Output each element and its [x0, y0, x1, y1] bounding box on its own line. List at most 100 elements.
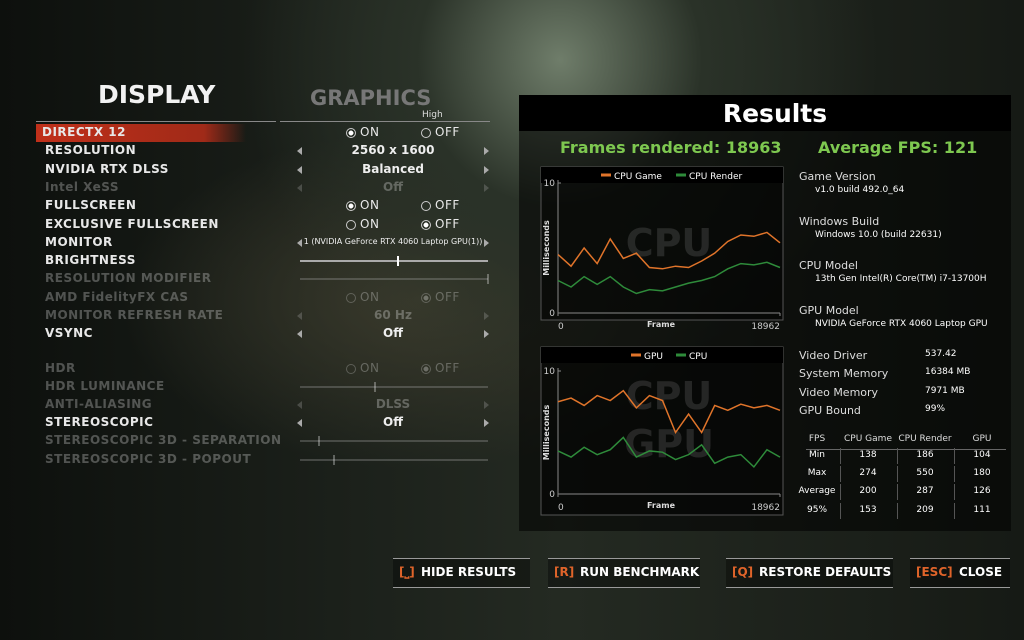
legend-label: GPU	[644, 352, 663, 362]
setting-value[interactable]: Balanced	[362, 161, 424, 176]
arrow-right[interactable]	[484, 165, 489, 174]
x-tick-label: 18962	[751, 322, 780, 332]
info-value: Windows 10.0 (build 22631)	[815, 229, 942, 240]
setting-value[interactable]: Off	[383, 326, 403, 341]
results-title: Results	[722, 99, 828, 128]
radio-button[interactable]	[421, 219, 431, 230]
legend-label: CPU Game	[614, 172, 662, 182]
radio-option[interactable]: OFF	[435, 125, 460, 139]
legend-bar	[541, 167, 783, 183]
arrow-left[interactable]	[297, 165, 302, 174]
radio-button[interactable]	[421, 128, 431, 138]
info-value: v1.0 build 492.0_64	[815, 185, 905, 195]
setting-value[interactable]: 2560 x 1600	[351, 143, 435, 158]
watermark: CPU	[626, 221, 713, 265]
info-value: 537.42	[925, 349, 957, 359]
row-highlight	[36, 124, 246, 142]
info-label: Game Version	[799, 170, 876, 183]
x-tick-label: 18962	[751, 503, 780, 513]
button-key[interactable]: [⎵]	[399, 565, 415, 579]
button-label[interactable]: RUN BENCHMARK	[580, 565, 700, 579]
setting-label: HDR	[45, 361, 76, 375]
arrow-left[interactable]	[297, 330, 302, 339]
radio-option[interactable]: ON	[360, 125, 380, 139]
cell-divider	[954, 448, 955, 464]
radio-option[interactable]: ON	[360, 216, 380, 231]
setting-value[interactable]: 1 (NVIDIA GeForce RTX 4060 Laptop GPU(1)…	[303, 236, 483, 246]
info-value: 16384 MB	[925, 367, 971, 378]
arrow-left[interactable]	[297, 238, 302, 247]
setting-label[interactable]: MONITOR	[45, 234, 113, 249]
setting-label[interactable]: NVIDIA RTX DLSS	[45, 161, 169, 176]
arrow-right[interactable]	[484, 147, 489, 156]
setting-label: MONITOR REFRESH RATE	[45, 308, 224, 322]
button[interactable]	[548, 558, 700, 588]
radio-option: ON	[360, 289, 380, 304]
setting-label: Intel XeSS	[45, 179, 119, 194]
button-label[interactable]: CLOSE	[959, 565, 1003, 579]
button-label[interactable]: HIDE RESULTS	[421, 565, 517, 579]
table-cell: Max	[807, 468, 827, 479]
arrow-right	[484, 401, 489, 410]
slider-track	[300, 458, 488, 461]
slider-handle	[317, 436, 320, 447]
arrow-right	[484, 312, 489, 320]
info-label: GPU Bound	[799, 403, 861, 417]
setting-label[interactable]: EXCLUSIVE FULLSCREEN	[45, 216, 219, 231]
setting-label[interactable]: STEREOSCOPIC	[45, 415, 154, 430]
info-value: 99%	[925, 403, 946, 414]
radio-button[interactable]	[346, 128, 356, 138]
table-header: CPU Render	[898, 434, 952, 444]
button[interactable]	[726, 558, 893, 588]
table-rule	[806, 449, 1006, 450]
button[interactable]	[910, 558, 1010, 588]
tab-graphics[interactable]: GRAPHICS	[310, 86, 432, 110]
arrow-right[interactable]	[484, 330, 489, 339]
button-key[interactable]: [R]	[554, 565, 575, 579]
cell-divider	[840, 448, 841, 464]
arrow-left	[297, 183, 302, 192]
info-label: System Memory	[799, 367, 889, 381]
table-header: CPU Game	[844, 434, 892, 444]
slider-track	[300, 278, 488, 281]
x-axis-label: Frame	[647, 501, 676, 510]
radio-option[interactable]: ON	[360, 198, 380, 213]
setting-value[interactable]: Off	[383, 415, 403, 430]
radio-button[interactable]	[346, 201, 356, 212]
setting-label[interactable]: BRIGHTNESS	[45, 253, 136, 268]
arrow-right[interactable]	[484, 238, 489, 247]
table-cell: 153	[859, 504, 877, 515]
table-cell: 95%	[806, 504, 828, 515]
setting-label[interactable]: DIRECTX 12	[42, 125, 126, 139]
radio-button	[346, 364, 356, 374]
divider	[280, 121, 490, 122]
button-key[interactable]: [ESC]	[916, 565, 953, 579]
arrow-left[interactable]	[297, 419, 302, 428]
radio-button[interactable]	[346, 219, 356, 230]
cell-divider	[897, 502, 898, 519]
arrow-right[interactable]	[484, 419, 489, 428]
setting-label[interactable]: VSYNC	[45, 326, 93, 341]
watermark: CPU	[626, 374, 713, 418]
tab-display[interactable]: DISPLAY	[98, 80, 216, 109]
button-key[interactable]: [Q]	[732, 565, 754, 579]
y-axis-label: Milliseconds	[542, 220, 551, 276]
cell-divider	[897, 484, 898, 501]
setting-label[interactable]: FULLSCREEN	[45, 198, 137, 213]
arrow-left[interactable]	[297, 147, 302, 156]
slider-handle[interactable]	[396, 256, 399, 267]
table-header: FPS	[808, 434, 826, 444]
setting-label: RESOLUTION MODIFIER	[45, 271, 212, 286]
info-label: Windows Build	[799, 214, 880, 228]
radio-button[interactable]	[421, 201, 431, 212]
radio-option[interactable]: OFF	[435, 198, 460, 213]
radio-option[interactable]: OFF	[435, 216, 460, 231]
table-cell: 138	[859, 450, 877, 460]
table-cell: 111	[973, 504, 991, 515]
button-label[interactable]: RESTORE DEFAULTS	[759, 565, 892, 579]
button[interactable]	[393, 558, 530, 588]
slider-track[interactable]	[300, 260, 488, 263]
setting-label[interactable]: RESOLUTION	[45, 143, 137, 158]
radio-button	[421, 292, 431, 303]
average-fps: Average FPS: 121	[818, 138, 978, 157]
